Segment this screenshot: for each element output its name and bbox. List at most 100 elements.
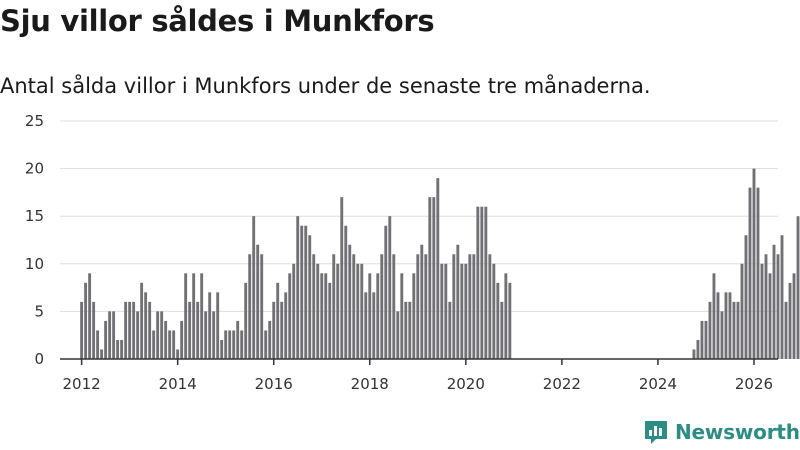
bar [296, 216, 300, 359]
bar [464, 263, 468, 359]
bar [108, 311, 112, 359]
bar [500, 301, 504, 359]
x-axis-tick-labels: 2012 2014 2016 2018 2020 2022 2024 2026 [63, 375, 774, 393]
bar [184, 273, 188, 359]
bar [148, 301, 152, 359]
y-tick-label: 0 [34, 350, 44, 368]
bar [228, 330, 232, 359]
bar [468, 254, 472, 359]
bar [704, 320, 708, 359]
y-tick-label: 25 [25, 112, 44, 130]
newsworthy-logo-icon [645, 421, 667, 444]
bar [276, 282, 280, 359]
bar [100, 349, 104, 359]
bar [480, 206, 484, 359]
bar [440, 263, 444, 359]
bar [192, 273, 196, 359]
bar [308, 235, 312, 359]
bar [120, 339, 124, 359]
bar [392, 254, 396, 359]
newsworthy-logo[interactable]: Newsworthy [643, 419, 800, 445]
bar [764, 254, 768, 359]
bar [216, 292, 220, 359]
x-tick-label: 2024 [639, 375, 677, 393]
x-tick-label: 2018 [351, 375, 389, 393]
bar [508, 282, 512, 359]
bar [792, 273, 796, 359]
x-tick-label: 2014 [159, 375, 197, 393]
bar [388, 216, 392, 359]
bar [268, 320, 272, 359]
bar [692, 349, 696, 359]
bar [300, 225, 304, 359]
x-tick-label: 2020 [447, 375, 485, 393]
bar [360, 263, 364, 359]
bar [324, 273, 328, 359]
bar [96, 330, 100, 359]
bar [708, 301, 712, 359]
bar [408, 301, 412, 359]
y-tick-label: 20 [25, 160, 44, 178]
bar [168, 330, 172, 359]
bar [728, 292, 732, 359]
bar [164, 320, 168, 359]
bar [716, 292, 720, 359]
bar [80, 301, 84, 359]
bar [344, 225, 348, 359]
bar [240, 330, 244, 359]
bar [140, 282, 144, 359]
x-tick-label: 2022 [543, 375, 581, 393]
bar [400, 273, 404, 359]
bar [336, 263, 340, 359]
bar [416, 254, 420, 359]
bar [92, 301, 96, 359]
bar [292, 263, 296, 359]
bar [376, 273, 380, 359]
bar [740, 263, 744, 359]
bar [244, 282, 248, 359]
bar [280, 301, 284, 359]
bar [444, 263, 448, 359]
bar [780, 235, 784, 359]
bar [380, 254, 384, 359]
bar [248, 254, 252, 359]
bar [144, 292, 148, 359]
bar [424, 254, 428, 359]
bar [256, 244, 260, 359]
bar [356, 263, 360, 359]
bar [304, 225, 308, 359]
y-tick-label: 10 [25, 255, 44, 273]
bar [788, 282, 792, 359]
bar [200, 273, 204, 359]
bar [744, 235, 748, 359]
bar [204, 311, 208, 359]
bar [224, 330, 228, 359]
bar [364, 292, 368, 359]
x-tick-label: 2026 [735, 375, 773, 393]
bar [176, 349, 180, 359]
bar [772, 244, 776, 359]
bar [352, 254, 356, 359]
bar [488, 254, 492, 359]
bar [172, 330, 176, 359]
bar [700, 320, 704, 359]
bar [752, 168, 756, 359]
bar [492, 263, 496, 359]
bar [476, 206, 480, 359]
bar [128, 301, 132, 359]
bar [188, 301, 192, 359]
bar [340, 197, 344, 359]
bar [472, 254, 476, 359]
bar [104, 320, 108, 359]
bar [452, 254, 456, 359]
bar [420, 244, 424, 359]
bar [720, 311, 724, 359]
bar [736, 301, 740, 359]
bar [84, 282, 88, 359]
bar [496, 282, 500, 359]
bar-series [80, 168, 800, 359]
bar [436, 178, 440, 359]
bar [180, 320, 184, 359]
bar [320, 273, 324, 359]
